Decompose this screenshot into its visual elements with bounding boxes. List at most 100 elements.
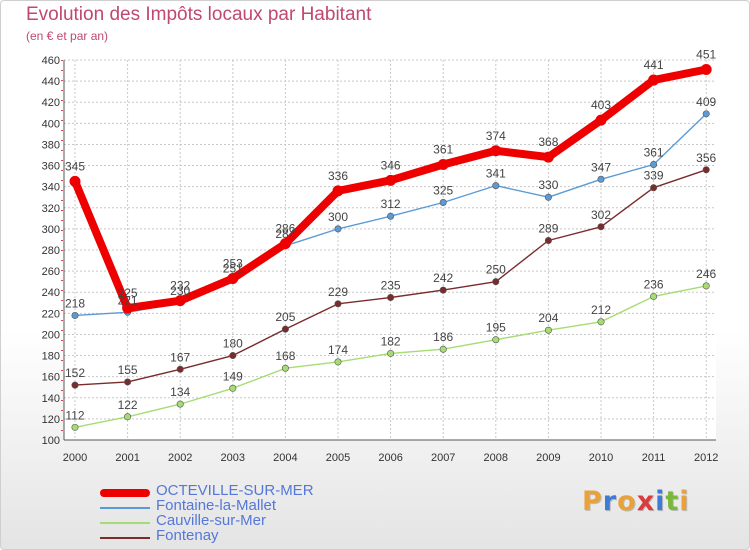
- data-label: 356: [696, 151, 716, 165]
- data-point: [122, 302, 134, 314]
- y-tick-label: 160: [42, 372, 60, 384]
- legend-label: Fontenay: [156, 527, 219, 544]
- data-label: 182: [381, 334, 401, 348]
- data-label: 242: [433, 271, 453, 285]
- legend-label: Fontaine-la-Mallet: [156, 497, 277, 514]
- data-point: [227, 273, 239, 284]
- data-point: [229, 384, 237, 392]
- y-tick-label: 120: [42, 414, 60, 426]
- logo-letter: P: [582, 486, 603, 517]
- logo-letter: o: [617, 486, 637, 517]
- logo-letter: i: [655, 486, 666, 517]
- data-label: 330: [538, 178, 558, 192]
- data-point: [71, 381, 79, 389]
- data-point: [334, 358, 342, 366]
- y-tick-label: 200: [42, 329, 60, 341]
- data-label: 232: [170, 279, 190, 293]
- data-point: [439, 286, 447, 294]
- data-point: [69, 175, 81, 187]
- data-label: 229: [328, 285, 348, 299]
- data-point: [332, 185, 344, 197]
- data-label: 336: [328, 169, 348, 183]
- data-point: [71, 423, 79, 431]
- y-tick-label: 340: [42, 182, 60, 194]
- y-tick-label: 440: [42, 76, 60, 88]
- data-point: [597, 223, 605, 231]
- data-label: 155: [118, 363, 138, 377]
- data-label: 204: [538, 311, 558, 325]
- data-label: 361: [644, 146, 664, 160]
- data-label: 167: [170, 350, 190, 364]
- data-point: [490, 145, 502, 157]
- data-label: 251: [223, 262, 243, 276]
- data-point: [650, 161, 658, 169]
- legend-swatch: [100, 488, 150, 497]
- data-point: [387, 293, 395, 301]
- y-tick-label: 100: [42, 435, 60, 447]
- data-label: 225: [118, 286, 138, 300]
- data-point: [124, 378, 132, 386]
- data-label: 347: [591, 160, 611, 174]
- data-point: [648, 74, 660, 86]
- data-point: [437, 159, 449, 170]
- data-label: 205: [275, 310, 295, 324]
- data-label: 339: [644, 169, 664, 183]
- data-label: 441: [644, 58, 664, 72]
- logo-letter: i: [679, 486, 690, 517]
- data-point: [595, 114, 607, 126]
- x-tick-label: 2001: [115, 452, 139, 464]
- data-label: 302: [591, 208, 611, 222]
- data-label: 195: [486, 321, 506, 335]
- data-point: [650, 292, 658, 300]
- legend-label: OCTEVILLE-SUR-MER: [156, 482, 314, 499]
- logo-letter: r: [602, 486, 618, 517]
- data-point: [229, 352, 237, 360]
- y-tick-label: 220: [42, 308, 60, 320]
- data-point: [176, 365, 184, 373]
- data-point: [334, 300, 342, 308]
- data-label: 180: [223, 337, 243, 351]
- data-label: 341: [486, 167, 506, 181]
- x-tick-label: 2005: [326, 452, 350, 464]
- data-point: [597, 175, 605, 183]
- data-label: 300: [328, 210, 348, 224]
- y-tick-label: 460: [42, 55, 60, 67]
- data-label: 112: [65, 408, 84, 422]
- logo-letter: x: [636, 486, 656, 517]
- data-label: 286: [275, 222, 295, 236]
- data-point: [702, 110, 710, 118]
- data-label: 368: [538, 135, 558, 149]
- data-point: [544, 237, 552, 245]
- data-label: 451: [696, 48, 716, 62]
- x-tick-label: 2004: [273, 452, 297, 464]
- data-label: 168: [275, 349, 295, 363]
- data-point: [71, 311, 79, 319]
- data-label: 361: [433, 143, 453, 157]
- legend-swatch: [100, 521, 150, 524]
- y-tick-label: 180: [42, 351, 60, 363]
- chart-subtitle: (en € et par an): [26, 29, 109, 43]
- data-point: [176, 400, 184, 408]
- data-point: [281, 325, 289, 333]
- x-tick-label: 2007: [431, 452, 455, 464]
- data-point: [597, 318, 605, 326]
- x-tick-label: 2000: [63, 452, 87, 464]
- data-label: 236: [644, 277, 664, 291]
- logo-letter: t: [665, 486, 680, 517]
- data-label: 289: [538, 222, 558, 236]
- data-label: 246: [696, 267, 716, 281]
- x-tick-label: 2012: [694, 452, 718, 464]
- y-tick-label: 140: [42, 393, 60, 405]
- data-label: 122: [118, 398, 138, 412]
- data-point: [544, 193, 552, 201]
- data-label: 253: [223, 257, 243, 271]
- y-tick-label: 280: [42, 245, 60, 257]
- legend-label: Cauville-sur-Mer: [156, 512, 267, 529]
- y-tick-label: 300: [42, 224, 60, 236]
- data-label: 403: [591, 98, 611, 112]
- data-point: [702, 282, 710, 290]
- data-label: 149: [223, 369, 243, 383]
- y-tick-label: 320: [42, 203, 60, 215]
- x-tick-label: 2006: [378, 452, 402, 464]
